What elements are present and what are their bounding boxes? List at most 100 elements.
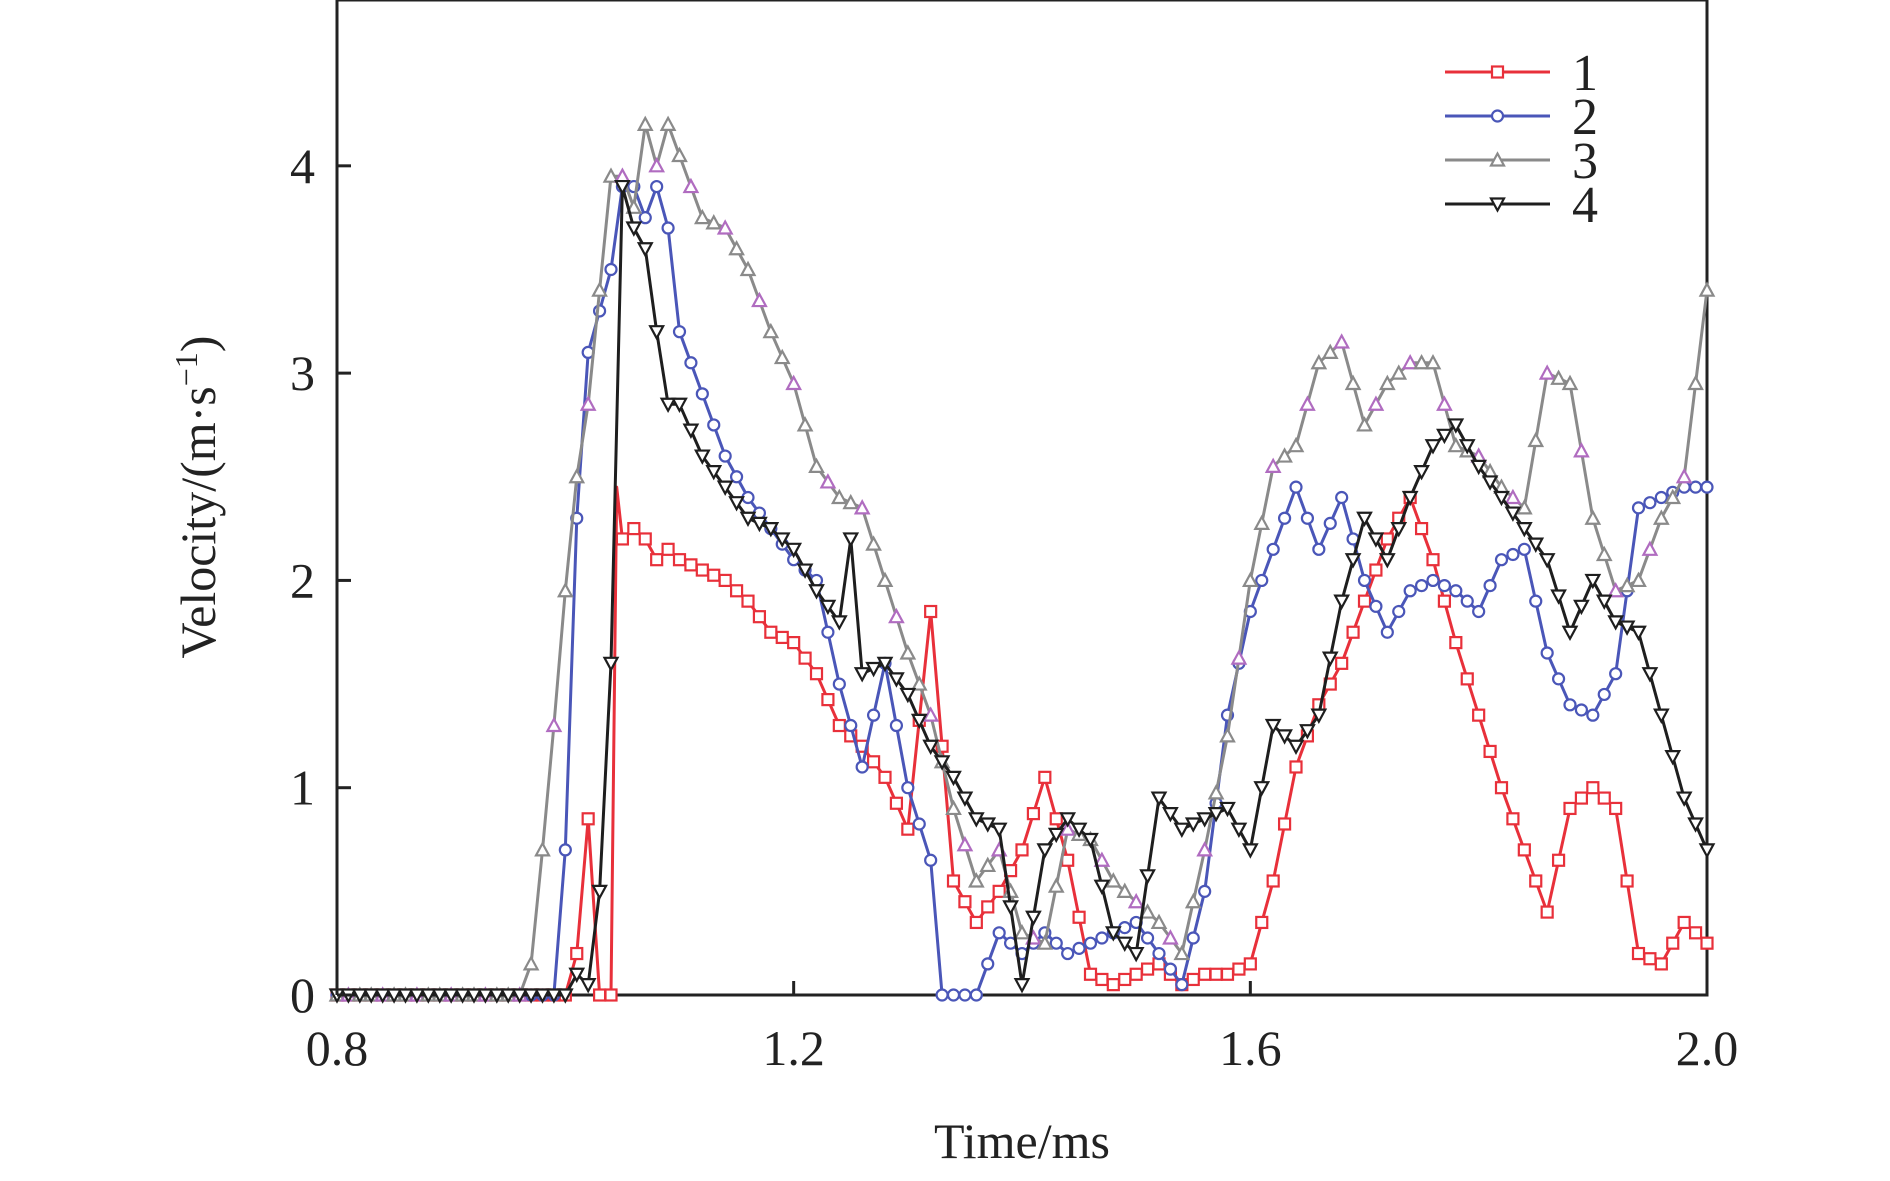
data-point [1150,791,1168,807]
data-point [1207,784,1225,800]
data-point [568,467,586,484]
data-point [1630,625,1647,642]
data-point [1563,801,1577,816]
data-point [1401,490,1419,507]
data-point [465,988,483,1004]
series-line [337,185,1709,997]
data-point [1209,967,1223,981]
y-axis-label-main: Velocity/(m·s [170,386,226,658]
data-point [1346,625,1360,639]
data-point [1162,929,1179,945]
legend-entry: 4 [1445,177,1598,234]
data-point [1127,892,1145,909]
data-point [1483,578,1497,593]
data-point [454,988,471,1004]
data-point [604,262,618,277]
data-point [534,988,551,1004]
data-point [1070,822,1088,838]
data-point [1369,599,1383,613]
data-point [1082,832,1099,849]
data-point [1483,744,1497,759]
data-point [1449,584,1463,598]
data-point [901,822,915,836]
data-point [1390,521,1408,538]
data-point [1220,967,1235,981]
data-point [1550,369,1567,385]
data-point [842,493,860,510]
x-tick-label: 1.2 [762,1020,825,1076]
data-point [1584,509,1602,525]
data-point [1196,812,1214,828]
data-point [1551,853,1566,867]
data-point [1458,439,1476,455]
legend-entry: 2 [1445,89,1598,146]
data-point [718,573,732,588]
data-point [1527,431,1545,448]
data-point [1643,496,1657,510]
data-point [889,718,904,733]
data-point [832,718,846,733]
data-point [693,449,711,465]
data-point [819,599,837,616]
data-point [899,687,917,704]
data-point [853,499,871,515]
data-point [1241,571,1259,588]
data-point [751,291,768,308]
data-point [1414,521,1429,536]
data-point [1299,724,1316,740]
data-point [1129,967,1143,981]
data-point [707,568,721,582]
data-point [1139,903,1156,919]
data-point [992,884,1006,898]
data-point [1561,625,1579,642]
series-line [337,185,1707,997]
data-point [922,706,940,722]
data-point [796,563,814,579]
data-point [1093,851,1111,867]
data-point [830,488,848,505]
data-point [1299,395,1316,411]
data-point [705,214,723,230]
data-point [1436,428,1453,445]
data-point [1198,967,1212,981]
data-point [1380,532,1394,546]
data-point [1162,807,1179,823]
data-point [1367,395,1385,411]
data-point [397,988,414,1004]
data-point [1106,978,1120,992]
y-tick-label: 1 [290,760,315,816]
data-point [351,988,369,1004]
data-point [661,542,675,556]
data-point [764,625,778,639]
data-point [1390,364,1408,380]
y-axis-label-sup: −1 [168,352,204,386]
data-point [1380,625,1394,639]
data-point [638,532,652,546]
data-point [1494,781,1509,795]
data-point [1095,931,1109,945]
data-point [1561,374,1579,391]
data-point [830,615,848,631]
series-3 [328,115,1716,1002]
axis-ticks: 0.8 1.2 1.6 2.0 0 1 2 3 4 [290,138,1738,1076]
data-point [751,516,768,533]
data-point [969,915,983,930]
data-point [1472,604,1486,619]
data-point [958,988,972,1002]
data-point [1437,594,1452,608]
data-point [1698,843,1716,859]
data-point [865,661,882,678]
data-point [798,651,812,665]
x-tick-label: 1.6 [1219,1020,1282,1076]
data-point [1449,636,1463,650]
data-point [1277,511,1292,525]
data-point [1289,480,1303,494]
data-point [1266,874,1280,888]
data-point [1150,913,1168,930]
data-point [967,812,985,828]
data-point [1264,718,1282,735]
data-point [627,521,641,536]
data-point [1264,457,1282,474]
data-point [1584,573,1602,590]
